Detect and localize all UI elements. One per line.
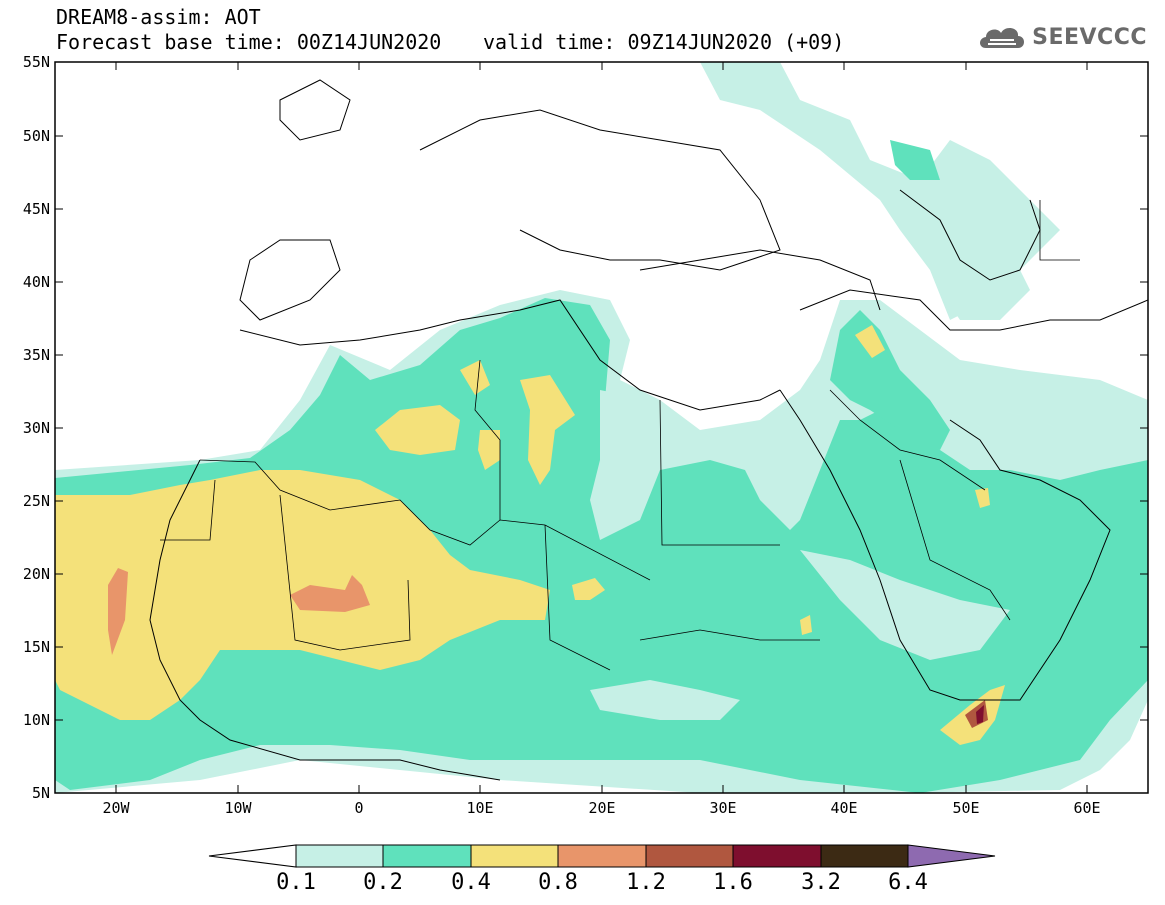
lon-label: 20W [102,799,130,817]
country-borders [160,200,1080,671]
colorbar-tick: 0.8 [538,870,578,895]
aot-field-0.1-egypt [590,390,670,540]
lat-label: 30N [23,419,50,437]
aot-field-0.2-kaz [890,140,940,180]
lon-label: 40E [830,799,857,817]
aot-field-0.8-mali [290,575,370,612]
lon-label: 60E [1073,799,1100,817]
lat-label: 20N [23,565,50,583]
lat-label: 50N [23,127,50,145]
lon-label: 20E [588,799,615,817]
colorbar-min-arrow [208,844,297,868]
colorbar-tick: 0.2 [363,870,403,895]
colorbar-segment [557,844,647,868]
aot-field-0.8-senegal [108,568,128,655]
lon-label: 30E [709,799,736,817]
lon-label: 50E [952,799,979,817]
colorbar-tick: 1.2 [626,870,666,895]
aot-field-0.1-east [800,550,1010,660]
longitude-axis: 20W 10W 0 10E 20E 30E 40E 50E 60E [102,62,1101,817]
colorbar-segment [820,844,909,868]
lon-label: 0 [354,799,363,817]
logo: SEEVCCC [976,22,1147,52]
latitude-axis: 55N 50N 45N 40N 35N 30N 25N 20N 15N 10N … [23,53,1148,802]
colorbar-segment [295,844,384,868]
lat-label: 25N [23,492,50,510]
valid-time: valid time: 09Z14JUN2020 (+09) [483,30,845,54]
map-title: DREAM8-assim: AOT [56,5,261,29]
aot-field-0.4-iraq [855,325,885,358]
lat-label: 5N [32,784,50,802]
forecast-base-time: Forecast base time: 00Z14JUN2020 [56,30,442,54]
aot-field-1.6-somalia [976,705,984,724]
aot-field-0.2 [55,298,1148,793]
lat-label: 35N [23,346,50,364]
aot-field-0.4-kuwait [975,488,990,508]
aot-field-0.4-chad [572,578,605,600]
aot-field-0.1-sudan [590,680,740,720]
colorbar-tick: 0.1 [276,870,316,895]
coastlines [149,79,1148,781]
aot-field-0.4-algeria [375,405,460,455]
colorbar [208,844,996,868]
colorbar-segment [732,844,822,868]
lat-label: 40N [23,273,50,291]
lon-label: 10W [224,799,252,817]
aot-field-0.4-ethiopia [800,615,812,635]
colorbar-tick: 1.6 [713,870,753,895]
aot-fields [55,62,1148,793]
colorbar-segment [382,844,472,868]
aot-field-0.2-iraq [830,310,950,450]
colorbar-tick: 0.4 [451,870,491,895]
aot-field-0.4-algeria2 [478,430,500,470]
lat-label: 10N [23,711,50,729]
colorbar-max-arrow [907,844,996,868]
logo-text: SEEVCCC [1032,24,1147,50]
colorbar-segment [470,844,559,868]
aot-field-0.1-caspian [930,210,1030,320]
aot-field-0.4-tunisia [460,360,490,395]
lat-label: 45N [23,200,50,218]
lat-label: 55N [23,53,50,71]
colorbar-segment [645,844,734,868]
lat-label: 15N [23,638,50,656]
aot-field-0.4-libya [520,375,575,485]
cloud-logo-icon [980,27,1025,48]
colorbar-tick: 3.2 [801,870,841,895]
lon-label: 10E [466,799,493,817]
colorbar-tick: 6.4 [888,870,928,895]
